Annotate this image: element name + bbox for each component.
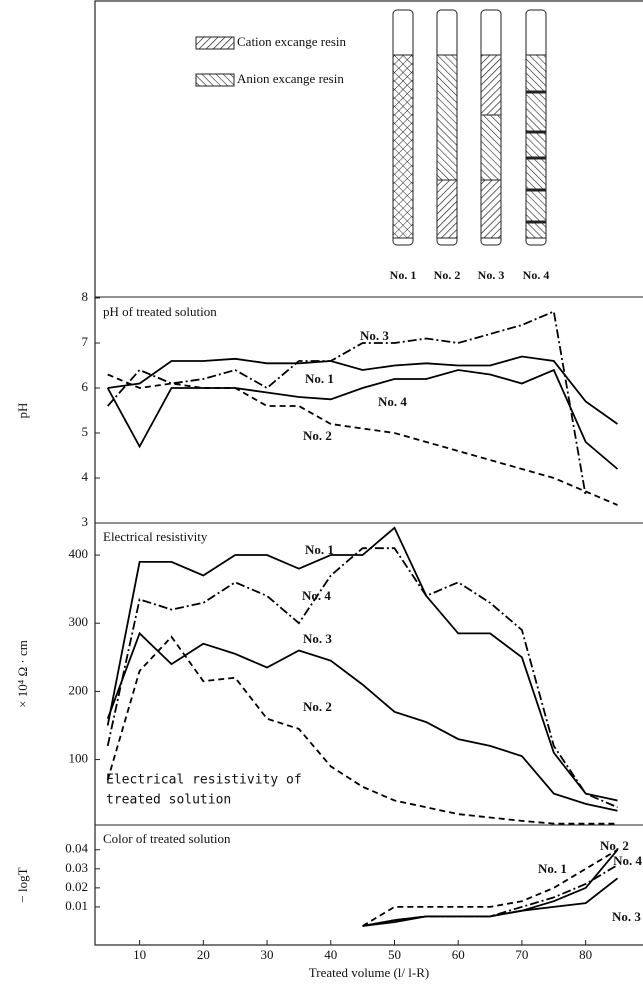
series-label: No. 2 bbox=[303, 428, 332, 443]
x-tick-label: 50 bbox=[388, 947, 401, 962]
series-line bbox=[362, 849, 619, 927]
x-tick-label: 80 bbox=[579, 947, 592, 962]
series-label: No. 4 bbox=[613, 853, 642, 868]
y-tick-label: 4 bbox=[82, 469, 89, 484]
resin-diagram: Cation excange resin Anion excange resin bbox=[195, 9, 550, 282]
column bbox=[392, 9, 414, 246]
series-line bbox=[106, 526, 618, 802]
series-label: No. 2 bbox=[600, 838, 629, 853]
panel-title: Color of treated solution bbox=[103, 831, 231, 846]
y-tick-label: 100 bbox=[69, 751, 89, 766]
y-axis-label: pH bbox=[15, 403, 30, 419]
series-line bbox=[106, 631, 618, 812]
y-tick-label: 7 bbox=[82, 334, 89, 349]
legend-swatch bbox=[195, 73, 235, 87]
x-tick-label: 20 bbox=[197, 947, 210, 962]
annotation: treated solution bbox=[106, 793, 231, 808]
series-line bbox=[107, 355, 619, 425]
series-label: No. 3 bbox=[303, 631, 332, 646]
series-label: No. 2 bbox=[303, 699, 332, 714]
column-label: No. 1 bbox=[390, 268, 417, 282]
y-tick-label: 0.01 bbox=[65, 898, 88, 913]
series-line bbox=[106, 547, 618, 809]
panel-title: Electrical resistivity bbox=[103, 529, 208, 544]
series-line bbox=[106, 368, 619, 470]
x-tick-label: 70 bbox=[515, 947, 528, 962]
y-axis-label: × 10⁴ Ω · cm bbox=[15, 640, 30, 708]
x-tick-label: 10 bbox=[133, 947, 146, 962]
column bbox=[525, 9, 547, 246]
x-axis-label: Treated volume (l/ l-R) bbox=[309, 965, 429, 980]
y-tick-label: 200 bbox=[69, 682, 89, 697]
column bbox=[436, 9, 458, 246]
x-tick-label: 60 bbox=[452, 947, 465, 962]
y-tick-label: 0.02 bbox=[65, 879, 88, 894]
series-label: No. 3 bbox=[612, 909, 641, 924]
column-label: No. 3 bbox=[478, 268, 505, 282]
y-tick-label: 5 bbox=[82, 424, 89, 439]
series-label: No. 4 bbox=[302, 588, 331, 603]
column-label: No. 4 bbox=[523, 268, 550, 282]
x-tick-label: 40 bbox=[324, 947, 337, 962]
series-line bbox=[107, 310, 587, 497]
legend-text: Cation excange resin bbox=[237, 34, 347, 49]
legend-swatch bbox=[195, 36, 235, 50]
series-line bbox=[107, 373, 618, 506]
y-axis-label: − logT bbox=[15, 867, 30, 902]
series-label: No. 4 bbox=[378, 394, 407, 409]
series-line bbox=[362, 864, 618, 927]
column-label: No. 2 bbox=[434, 268, 461, 282]
panel-title: pH of treated solution bbox=[103, 304, 217, 319]
y-tick-label: 8 bbox=[82, 289, 89, 304]
series-line bbox=[362, 849, 618, 927]
y-tick-label: 400 bbox=[69, 546, 89, 561]
annotation: Electrical resistivity of bbox=[106, 773, 302, 788]
column bbox=[480, 9, 502, 246]
x-tick-label: 30 bbox=[261, 947, 274, 962]
series-line bbox=[106, 635, 618, 825]
y-tick-label: 6 bbox=[82, 379, 89, 394]
series-label: No. 3 bbox=[360, 328, 389, 343]
figure-frame bbox=[94, 0, 643, 946]
series-label: No. 1 bbox=[305, 371, 334, 386]
legend-text: Anion excange resin bbox=[237, 71, 344, 86]
y-tick-label: 0.03 bbox=[65, 860, 88, 875]
y-tick-label: 0.04 bbox=[65, 841, 88, 856]
series-label: No. 1 bbox=[538, 861, 567, 876]
series-line bbox=[362, 877, 619, 927]
y-tick-label: 300 bbox=[69, 614, 89, 629]
y-tick-label: 3 bbox=[82, 514, 89, 529]
series-label: No. 1 bbox=[305, 542, 334, 557]
